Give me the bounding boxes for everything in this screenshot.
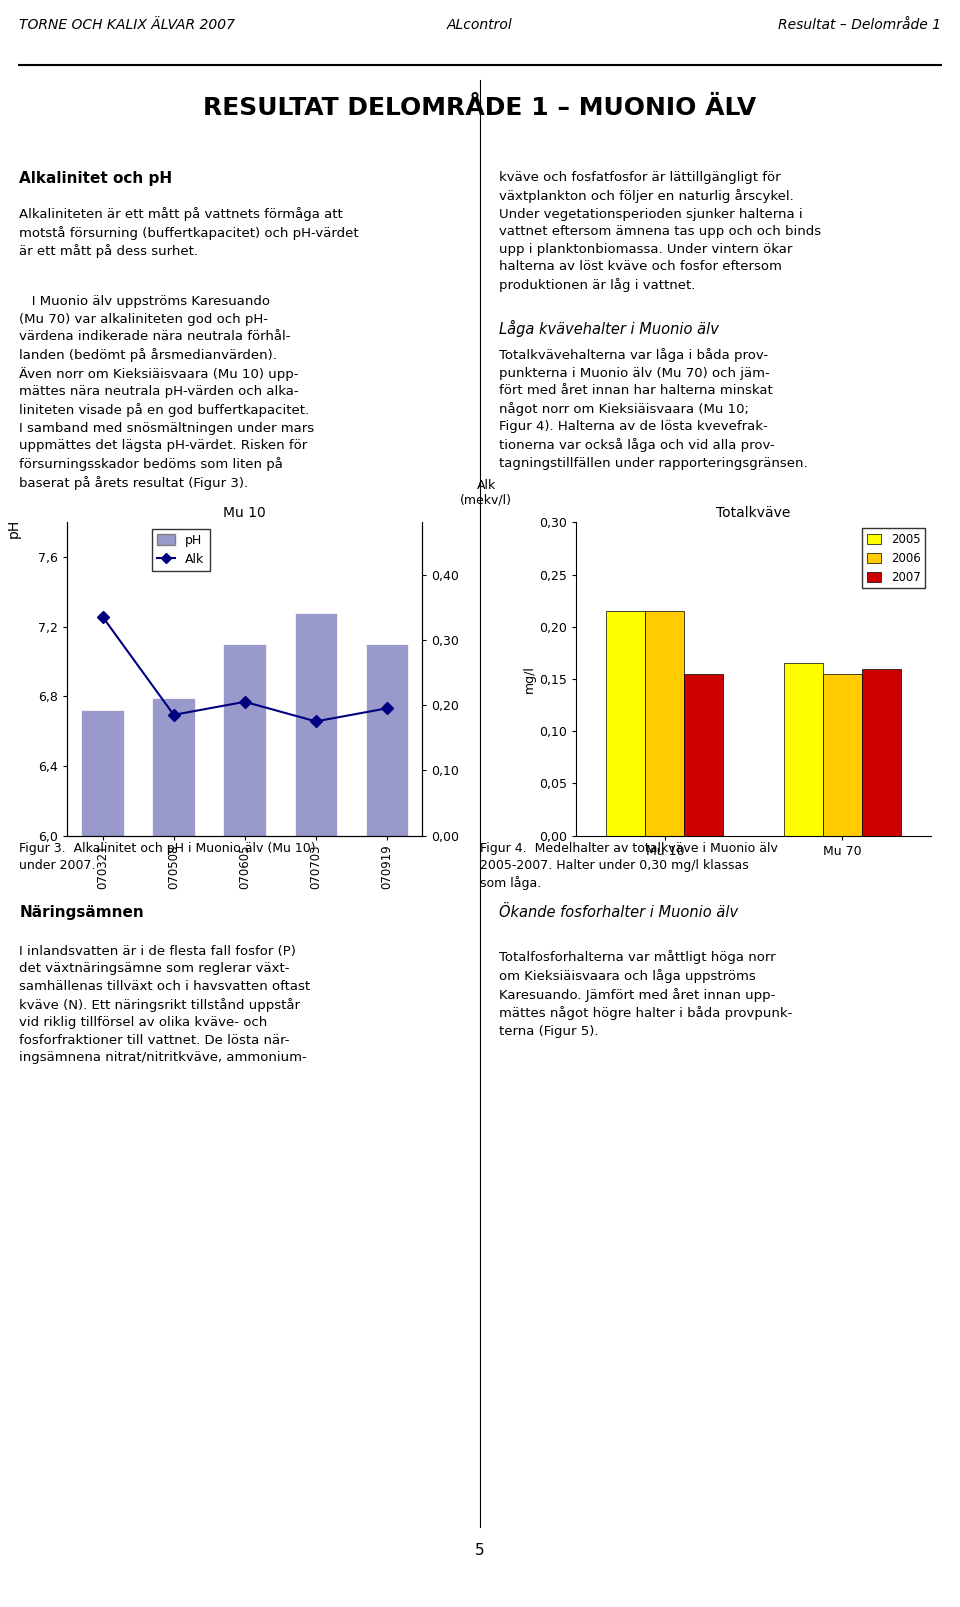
Text: I inlandsvatten är i de flesta fall fosfor (P)
det växtnäringsämne som reglerar : I inlandsvatten är i de flesta fall fosf… xyxy=(19,945,310,1064)
Text: kväve och fosfatfosfor är lättillgängligt för
växtplankton och följer en naturli: kväve och fosfatfosfor är lättillgänglig… xyxy=(499,172,822,292)
Text: I Muonio älv uppströms Karesuando
(Mu 70) var alkaliniteten god och pH-
värdena : I Muonio älv uppströms Karesuando (Mu 70… xyxy=(19,296,314,490)
Title: Totalkväve: Totalkväve xyxy=(716,506,791,519)
Text: TORNE OCH KALIX ÄLVAR 2007: TORNE OCH KALIX ÄLVAR 2007 xyxy=(19,18,235,32)
Text: 5: 5 xyxy=(475,1543,485,1559)
Bar xyxy=(862,669,901,836)
Text: Näringsämnen: Näringsämnen xyxy=(19,905,144,919)
Text: Resultat – Delområde 1: Resultat – Delområde 1 xyxy=(778,18,941,32)
Text: Totalkvävehalterna var låga i båda prov-
punkterna i Muonio älv (Mu 70) och jäm-: Totalkvävehalterna var låga i båda prov-… xyxy=(499,349,807,469)
Legend: pH, Alk: pH, Alk xyxy=(152,529,209,570)
Y-axis label: mg/l: mg/l xyxy=(523,665,537,693)
Text: Ökande fosforhalter i Muonio älv: Ökande fosforhalter i Muonio älv xyxy=(499,905,738,919)
Text: Figur 3.  Alkalinitet och pH i Muonio älv (Mu 10)
under 2007.: Figur 3. Alkalinitet och pH i Muonio älv… xyxy=(19,842,316,873)
Bar xyxy=(82,710,124,1607)
Text: Alk
(mekv/l): Alk (mekv/l) xyxy=(461,479,513,506)
Bar xyxy=(645,611,684,836)
Bar xyxy=(224,644,266,1607)
Bar xyxy=(606,611,645,836)
Bar xyxy=(684,673,724,836)
Text: Alkalinitet och pH: Alkalinitet och pH xyxy=(19,172,173,186)
Text: RESULTAT DELOMRÅDE 1 – MUONIO ÄLV: RESULTAT DELOMRÅDE 1 – MUONIO ÄLV xyxy=(204,96,756,121)
Text: Alkaliniteten är ett mått på vattnets förmåga att
motstå försurning (buffertkapa: Alkaliniteten är ett mått på vattnets fö… xyxy=(19,207,359,259)
Bar xyxy=(366,644,408,1607)
Text: Totalfosforhalterna var måttligt höga norr
om Kieksiäisvaara och låga uppströms
: Totalfosforhalterna var måttligt höga no… xyxy=(499,950,793,1038)
Title: Mu 10: Mu 10 xyxy=(224,506,266,519)
Y-axis label: pH: pH xyxy=(7,519,21,538)
Bar xyxy=(823,673,862,836)
Legend: 2005, 2006, 2007: 2005, 2006, 2007 xyxy=(862,529,925,588)
Bar xyxy=(153,697,195,1607)
Bar xyxy=(295,612,337,1607)
Bar xyxy=(783,664,823,836)
Text: ALcontrol: ALcontrol xyxy=(447,18,513,32)
Text: Låga kvävehalter i Muonio älv: Låga kvävehalter i Muonio älv xyxy=(499,320,719,337)
Text: Figur 4.  Medelhalter av totalkväve i Muonio älv
2005-2007. Halter under 0,30 mg: Figur 4. Medelhalter av totalkväve i Muo… xyxy=(480,842,778,890)
